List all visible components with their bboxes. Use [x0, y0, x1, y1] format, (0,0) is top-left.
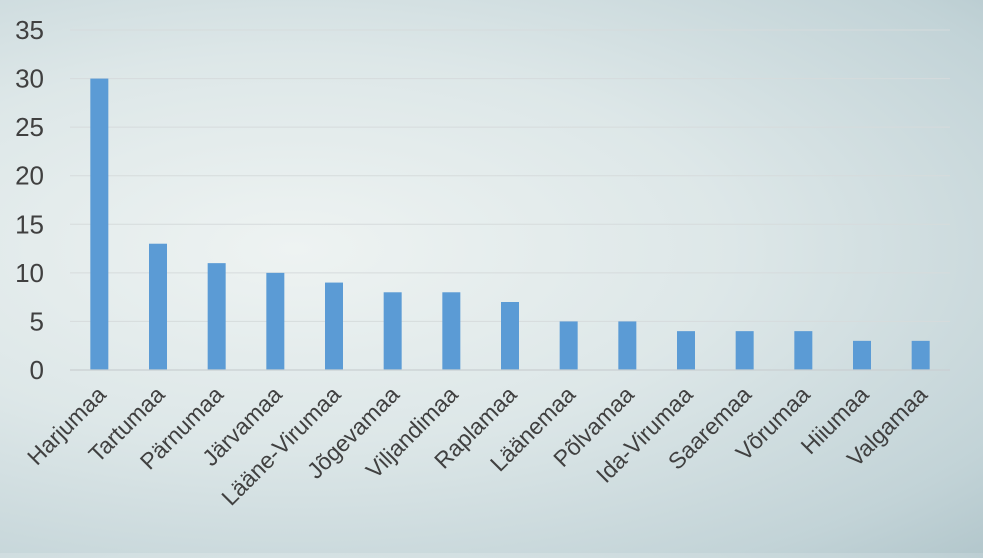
gridlines [70, 29, 950, 322]
bar [90, 78, 109, 371]
bar [325, 282, 343, 370]
bars [90, 78, 930, 371]
y-tick-label: 0 [30, 355, 44, 385]
bar [442, 292, 461, 370]
bar [149, 243, 167, 370]
y-tick-label: 35 [15, 15, 44, 45]
bar [911, 340, 930, 370]
y-tick-label: 15 [15, 209, 44, 239]
y-tick-label: 30 [15, 64, 44, 94]
y-tick-label: 25 [15, 112, 44, 142]
bar [559, 321, 578, 370]
y-tick-label: 5 [30, 306, 44, 336]
bar [853, 340, 871, 370]
bar [735, 331, 754, 370]
y-tick-label: 20 [15, 161, 44, 191]
y-tick-labels: 0 5 10 15 20 25 30 35 [15, 15, 44, 385]
x-tick-labels: HarjumaaTartumaaPärnumaaJärvamaaLääne-Vi… [22, 381, 932, 510]
bar [794, 331, 813, 370]
bar [618, 321, 637, 370]
bar [383, 292, 402, 370]
y-tick-label: 10 [15, 258, 44, 288]
bar [207, 263, 226, 370]
bar [501, 302, 519, 370]
bar [266, 272, 285, 370]
bar [677, 331, 695, 370]
